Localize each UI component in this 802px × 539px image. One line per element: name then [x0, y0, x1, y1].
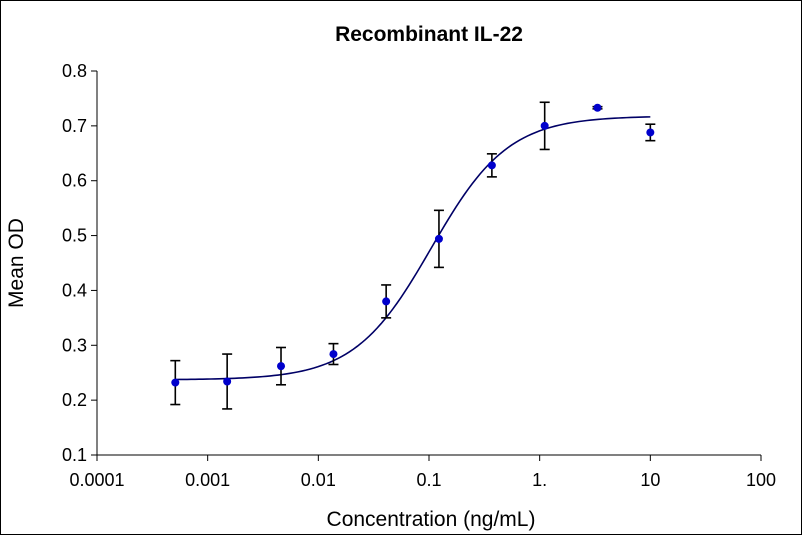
y-tick-label: 0.5: [62, 226, 87, 246]
y-tick-label: 0.8: [62, 61, 87, 81]
x-tick-label: 1.: [532, 470, 547, 490]
y-tick-label: 0.7: [62, 116, 87, 136]
data-point: [223, 377, 232, 386]
x-tick-label: 0.0001: [69, 470, 124, 490]
x-tick-label: 0.1: [416, 470, 441, 490]
data-point: [487, 161, 496, 170]
data-point: [540, 121, 549, 130]
y-tick-label: 0.3: [62, 335, 87, 355]
y-axis-label: Mean OD: [5, 218, 28, 308]
data-point: [171, 378, 180, 387]
chart-title: Recombinant IL-22: [335, 23, 523, 46]
data-points: [171, 103, 655, 387]
y-tick-label: 0.4: [62, 280, 87, 300]
x-tick-label: 10: [640, 470, 660, 490]
data-point: [434, 234, 443, 243]
error-bars: [170, 101, 656, 410]
x-tick-label: 0.001: [185, 470, 230, 490]
axes: [96, 71, 761, 456]
y-tick-label: 0.6: [62, 171, 87, 191]
data-point: [593, 103, 602, 112]
fit-curve: [175, 116, 651, 381]
y-tick-label: 0.1: [62, 445, 87, 465]
y-tick-label: 0.2: [62, 390, 87, 410]
x-tick-label: 0.01: [301, 470, 336, 490]
data-point: [382, 297, 391, 306]
x-axis-label: Concentration (ng/mL): [327, 508, 536, 531]
x-tick-label: 100: [746, 470, 776, 490]
data-point: [277, 362, 286, 371]
ticks: 0.1 0.2 0.3 0.4 0.5 0.6 0.7 0.8 0.0001 0.001 0.01 0…: [62, 61, 776, 490]
data-point: [329, 350, 338, 359]
data-point: [646, 128, 655, 137]
